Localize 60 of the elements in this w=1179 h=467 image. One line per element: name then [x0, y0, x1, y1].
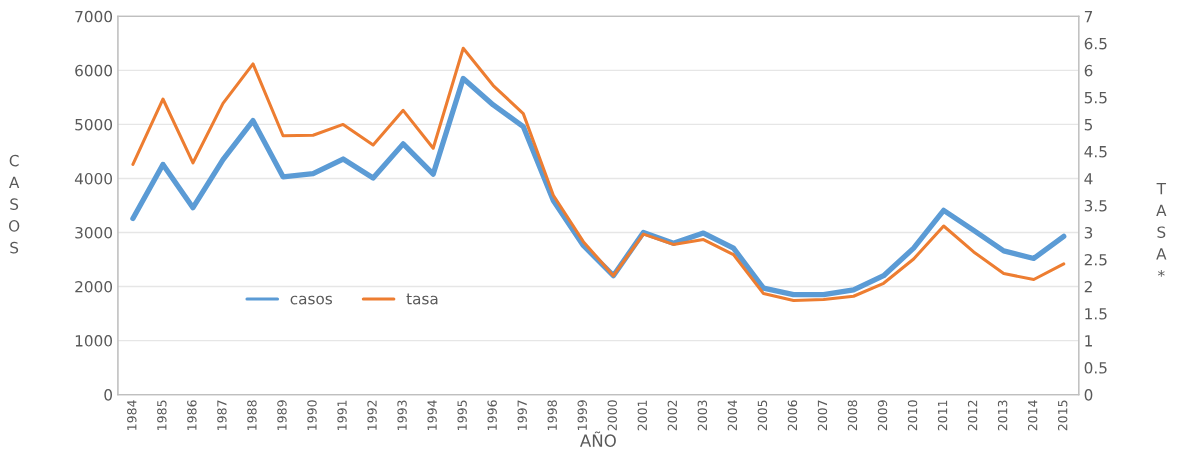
y-tick-label: 0 — [104, 389, 113, 401]
x-tick-label: 2004 — [727, 400, 738, 431]
y2-tick-label: 4.5 — [1084, 146, 1107, 158]
x-tick-label: 2008 — [847, 400, 858, 431]
y2-tick-label: 0.5 — [1084, 362, 1107, 374]
x-tick-label: 2006 — [787, 400, 798, 431]
y-tick-label: 7000 — [75, 10, 113, 23]
x-tick-label: 1984 — [127, 400, 137, 430]
x-tick-label: 1991 — [337, 400, 347, 430]
x-tick-label: 2007 — [817, 400, 828, 431]
x-tick-label: 1992 — [367, 400, 377, 430]
x-tick-label: 2010 — [907, 400, 918, 431]
x-tick-label: 2009 — [877, 400, 888, 431]
legend-label: tasa — [406, 293, 438, 305]
y2-tick-label: 6.5 — [1084, 37, 1107, 50]
y2-tick-label: 2 — [1084, 281, 1092, 293]
x-tick-label: 1993 — [397, 400, 407, 430]
x-tick-label: 1988 — [247, 400, 257, 430]
x-tick-label: 1985 — [157, 400, 167, 430]
y2-tick-label: 5.5 — [1084, 92, 1107, 104]
y-tick-label: 2000 — [75, 281, 113, 293]
x-tick-label: 2002 — [667, 400, 678, 431]
y2-tick-label: 7 — [1084, 11, 1093, 23]
x-tick-label: 2015 — [1057, 400, 1068, 431]
x-tick-label: 1998 — [547, 400, 557, 430]
x-tick-label: 1997 — [517, 400, 527, 430]
y2-axis-title: TASA* — [1156, 183, 1167, 277]
y-tick-label: 4000 — [74, 172, 113, 185]
x-tick-label: 1990 — [307, 400, 317, 430]
legend-label: casos — [290, 295, 333, 305]
y2-tick-label: 2.5 — [1084, 253, 1107, 266]
y-tick-label: 5000 — [75, 118, 113, 131]
x-tick-label: 1994 — [427, 400, 437, 430]
y2-tick-label: 3 — [1084, 226, 1093, 239]
y-tick-label: 1000 — [75, 335, 113, 347]
y-tick-label: 6000 — [75, 64, 113, 77]
x-axis-title: AÑO — [579, 431, 616, 447]
x-tick-label: 2012 — [967, 400, 978, 431]
x-tick-label: 2011 — [937, 400, 948, 431]
y2-tick-label: 1.5 — [1085, 308, 1107, 320]
y2-tick-label: 5 — [1084, 119, 1093, 131]
y2-tick-label: 1 — [1085, 335, 1092, 347]
x-tick-label: 2014 — [1027, 400, 1038, 431]
x-tick-label: 1995 — [457, 400, 467, 430]
x-tick-label: 1989 — [277, 400, 287, 430]
y2-tick-label: 4 — [1084, 173, 1093, 185]
x-tick-label: 2003 — [697, 400, 708, 431]
x-tick-label: 1987 — [217, 400, 227, 430]
y2-tick-label: 3.5 — [1084, 199, 1107, 212]
x-tick-label: 2001 — [637, 400, 648, 431]
y2-tick-label: 0 — [1084, 389, 1093, 401]
x-tick-label: 2000 — [607, 400, 617, 431]
x-tick-label: 2013 — [997, 400, 1008, 431]
x-tick-label: 1986 — [187, 400, 197, 430]
y-axis-title: CASOS — [8, 154, 20, 254]
x-tick-label: 1999 — [577, 400, 587, 430]
y-tick-label: 3000 — [75, 226, 113, 239]
x-tick-label: 1996 — [487, 400, 497, 430]
y2-tick-label: 6 — [1084, 64, 1093, 77]
x-tick-label: 2005 — [757, 400, 768, 431]
